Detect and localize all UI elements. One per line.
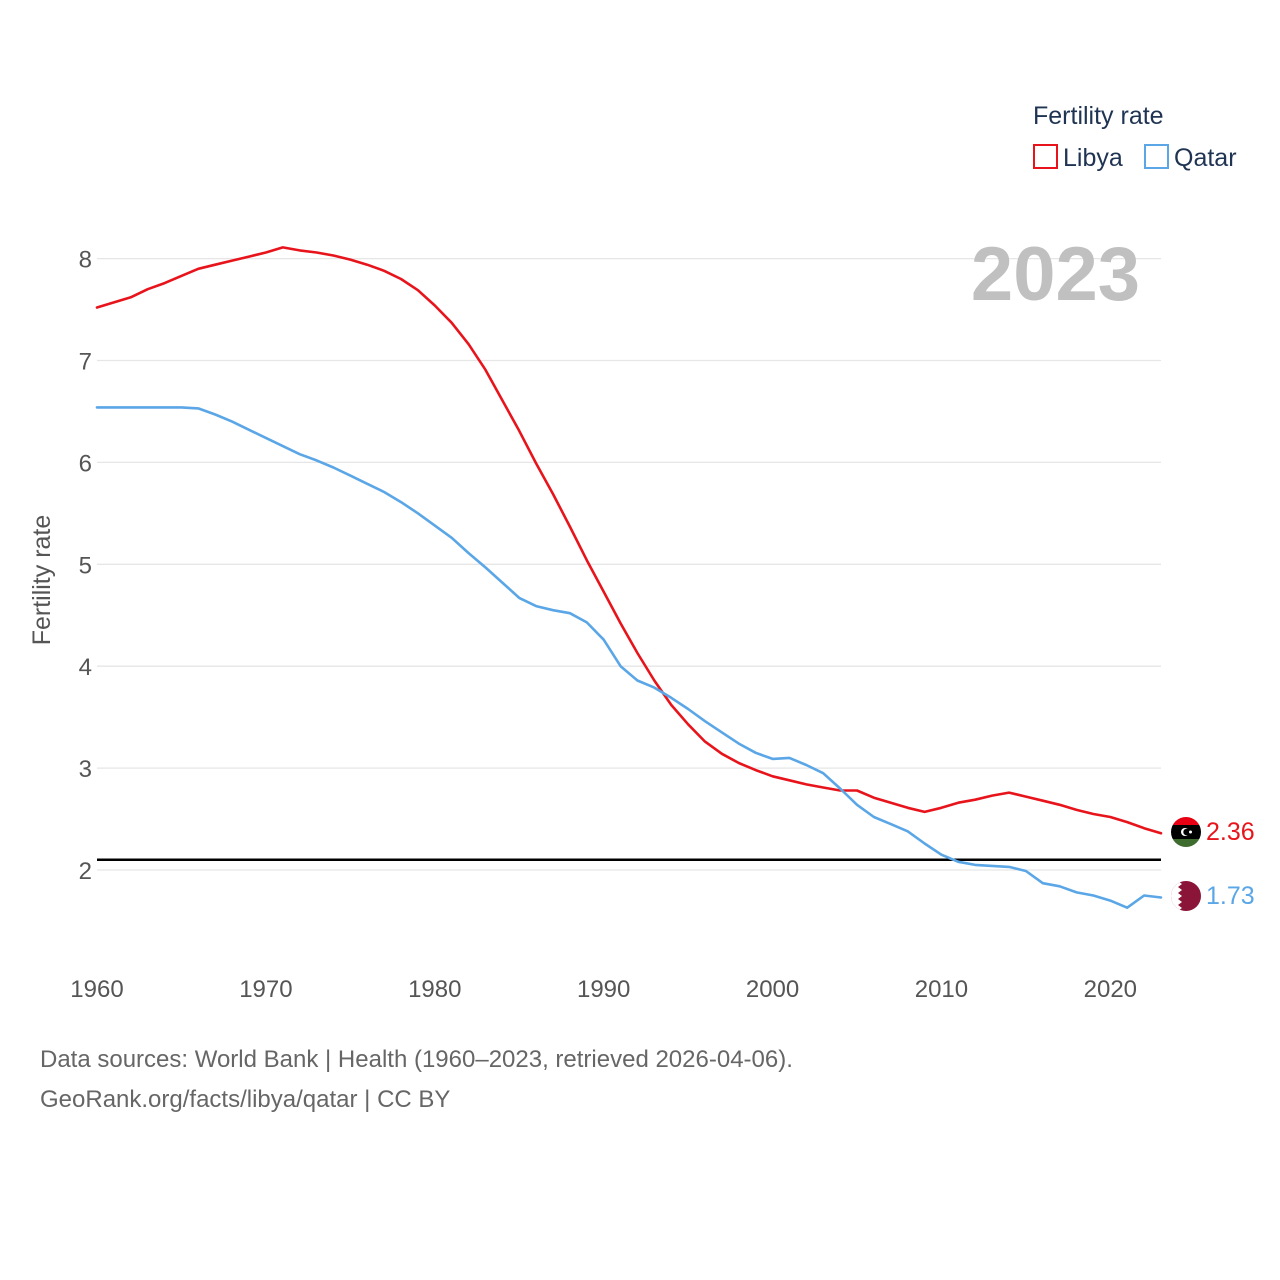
y-tick-label: 5 xyxy=(79,552,92,579)
y-tick-label: 7 xyxy=(79,349,92,376)
y-tick-label: 6 xyxy=(79,450,92,477)
libya-end-value: 2.36 xyxy=(1206,818,1255,846)
legend-title: Fertility rate xyxy=(1033,102,1164,130)
x-tick-label: 2020 xyxy=(1084,976,1137,1003)
y-axis-label: Fertility rate xyxy=(28,515,56,646)
y-axis-ticks: 2 3 4 5 6 7 8 xyxy=(79,247,92,885)
legend: Fertility rate Libya Qatar xyxy=(1033,102,1237,172)
series-lines xyxy=(95,246,1163,910)
legend-item-libya[interactable]: Libya xyxy=(1033,144,1123,172)
y-tick-label: 4 xyxy=(79,654,92,681)
legend-label-libya: Libya xyxy=(1063,144,1123,172)
y-tick-label: 8 xyxy=(79,247,92,274)
series-line-qatar xyxy=(95,406,1163,910)
x-tick-label: 1990 xyxy=(577,976,630,1003)
x-tick-label: 2010 xyxy=(915,976,968,1003)
gridlines xyxy=(97,257,1161,871)
x-axis-ticks: 1960 1970 1980 1990 2000 2010 2020 xyxy=(70,976,1137,1003)
series-line-libya xyxy=(95,246,1163,835)
legend-swatch-libya xyxy=(1033,144,1058,169)
footer: Data sources: World Bank | Health (1960–… xyxy=(40,1040,793,1120)
attribution-text: GeoRank.org/facts/libya/qatar | CC BY xyxy=(40,1086,451,1113)
x-tick-label: 1980 xyxy=(408,976,461,1003)
qatar-flag-icon xyxy=(1171,881,1201,911)
libya-flag-icon xyxy=(1171,817,1201,847)
legend-item-qatar[interactable]: Qatar xyxy=(1144,144,1237,172)
year-overlay: 2023 xyxy=(971,232,1140,317)
y-tick-label: 3 xyxy=(79,756,92,783)
x-tick-label: 1970 xyxy=(239,976,292,1003)
data-source-text: Data sources: World Bank | Health (1960–… xyxy=(40,1046,793,1073)
legend-label-qatar: Qatar xyxy=(1174,144,1237,172)
qatar-end-value: 1.73 xyxy=(1206,882,1255,910)
x-tick-label: 2000 xyxy=(746,976,799,1003)
x-tick-label: 1960 xyxy=(70,976,123,1003)
y-tick-label: 2 xyxy=(79,858,92,885)
legend-swatch-qatar xyxy=(1144,144,1169,169)
